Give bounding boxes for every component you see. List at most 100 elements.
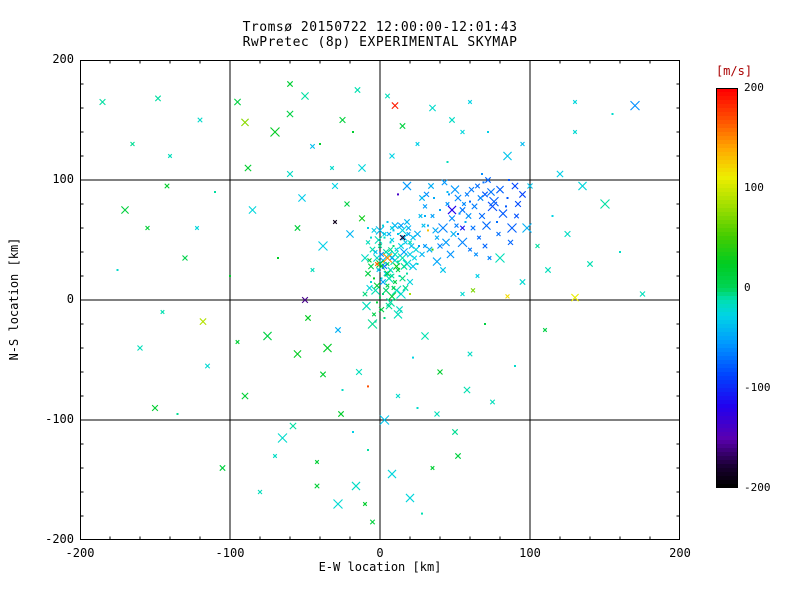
colorbar-segment xyxy=(716,332,738,337)
colorbar-segment xyxy=(716,316,738,321)
colorbar-segment xyxy=(716,480,738,485)
data-point-cross xyxy=(402,284,409,292)
data-point-cross xyxy=(448,116,456,124)
data-point-cross xyxy=(154,95,162,102)
x-tick-label: 200 xyxy=(669,546,691,560)
data-point-cross xyxy=(476,235,482,240)
colorbar-segment xyxy=(716,464,738,469)
data-point-dot xyxy=(406,272,408,275)
data-point-dot xyxy=(383,317,386,319)
data-point-cross xyxy=(454,452,462,460)
colorbar-segment xyxy=(716,304,738,309)
data-point-dot xyxy=(409,293,411,295)
data-point-cross xyxy=(361,254,369,262)
x-tick-label: -100 xyxy=(215,546,245,560)
data-point-dot xyxy=(424,215,426,217)
data-point-cross xyxy=(382,231,387,237)
colorbar-segment xyxy=(716,236,738,241)
data-point-cross xyxy=(182,255,188,261)
colorbar-segment xyxy=(716,336,738,341)
data-point-cross xyxy=(441,179,448,186)
y-tick-label: 0 xyxy=(66,292,74,306)
x-tick-label: -200 xyxy=(65,546,95,560)
data-point-cross xyxy=(397,222,405,229)
data-point-cross xyxy=(467,351,473,357)
data-point-cross xyxy=(447,205,457,215)
data-point-dot xyxy=(379,296,381,299)
data-point-cross xyxy=(474,183,481,189)
data-point-dot xyxy=(376,301,378,304)
colorbar-segment xyxy=(716,92,738,97)
data-point-dot xyxy=(551,215,554,217)
data-point-cross xyxy=(473,252,479,257)
data-point-dot xyxy=(373,277,375,280)
data-point-cross xyxy=(333,499,343,509)
data-point-cross xyxy=(318,241,328,251)
data-point-cross xyxy=(364,270,372,277)
data-point-cross xyxy=(99,98,106,106)
colorbar-segment xyxy=(716,88,738,93)
data-point-cross xyxy=(464,192,470,197)
data-point-cross xyxy=(354,86,361,94)
colorbar-segment xyxy=(716,216,738,221)
data-point-cross xyxy=(460,291,465,297)
data-point-dot xyxy=(427,229,429,232)
data-point-cross xyxy=(527,183,533,189)
data-point-cross xyxy=(394,247,399,252)
colorbar-segment xyxy=(716,120,738,125)
data-point-cross xyxy=(389,153,395,159)
data-point-cross xyxy=(496,231,501,237)
data-point-dot xyxy=(176,413,179,415)
colorbar-segment xyxy=(716,192,738,197)
data-point-cross xyxy=(392,262,401,270)
data-point-cross xyxy=(385,283,390,288)
colorbar-segment xyxy=(716,460,738,465)
data-point-cross xyxy=(310,267,315,273)
colorbar-segment xyxy=(716,112,738,117)
data-point-cross xyxy=(418,194,426,202)
data-point-cross xyxy=(194,225,200,231)
data-point-cross xyxy=(382,287,390,294)
data-point-cross xyxy=(572,99,578,105)
colorbar-segment xyxy=(716,96,738,101)
colorbar-segment xyxy=(716,132,738,137)
data-point-cross xyxy=(121,206,129,214)
data-point-cross xyxy=(367,263,375,270)
data-point-dot xyxy=(392,245,395,247)
data-point-cross xyxy=(396,289,406,299)
data-point-cross xyxy=(272,453,278,459)
data-point-cross xyxy=(489,399,496,405)
colorbar-segment xyxy=(716,420,738,425)
colorbar-segment xyxy=(716,292,738,297)
colorbar-segment xyxy=(716,152,738,157)
colorbar-segment xyxy=(716,204,738,209)
colorbar-segment xyxy=(716,184,738,189)
data-point-cross xyxy=(371,285,380,295)
data-point-cross xyxy=(412,246,420,253)
data-point-cross xyxy=(381,263,388,270)
data-point-dot xyxy=(619,251,621,253)
data-point-cross xyxy=(487,188,495,196)
data-point-dot xyxy=(341,389,344,391)
data-point-cross xyxy=(450,185,460,195)
colorbar-segment xyxy=(716,276,738,281)
colorbar-segment xyxy=(716,368,738,373)
data-point-cross xyxy=(331,182,339,190)
data-point-cross xyxy=(385,302,393,310)
colorbar-segment xyxy=(716,428,738,433)
data-point-dot xyxy=(367,385,369,388)
data-point-cross xyxy=(395,306,404,314)
data-point-cross xyxy=(314,483,320,489)
data-point-cross xyxy=(522,223,532,233)
data-point-dot xyxy=(116,269,119,271)
data-point-cross xyxy=(419,251,425,258)
colorbar-segment xyxy=(716,424,738,429)
data-point-cross xyxy=(375,225,385,235)
colorbar-segment xyxy=(716,364,738,369)
data-point-cross xyxy=(376,267,381,273)
colorbar-segment xyxy=(716,164,738,169)
data-point-cross xyxy=(465,212,472,220)
colorbar-segment xyxy=(716,144,738,149)
data-point-cross xyxy=(337,410,345,418)
